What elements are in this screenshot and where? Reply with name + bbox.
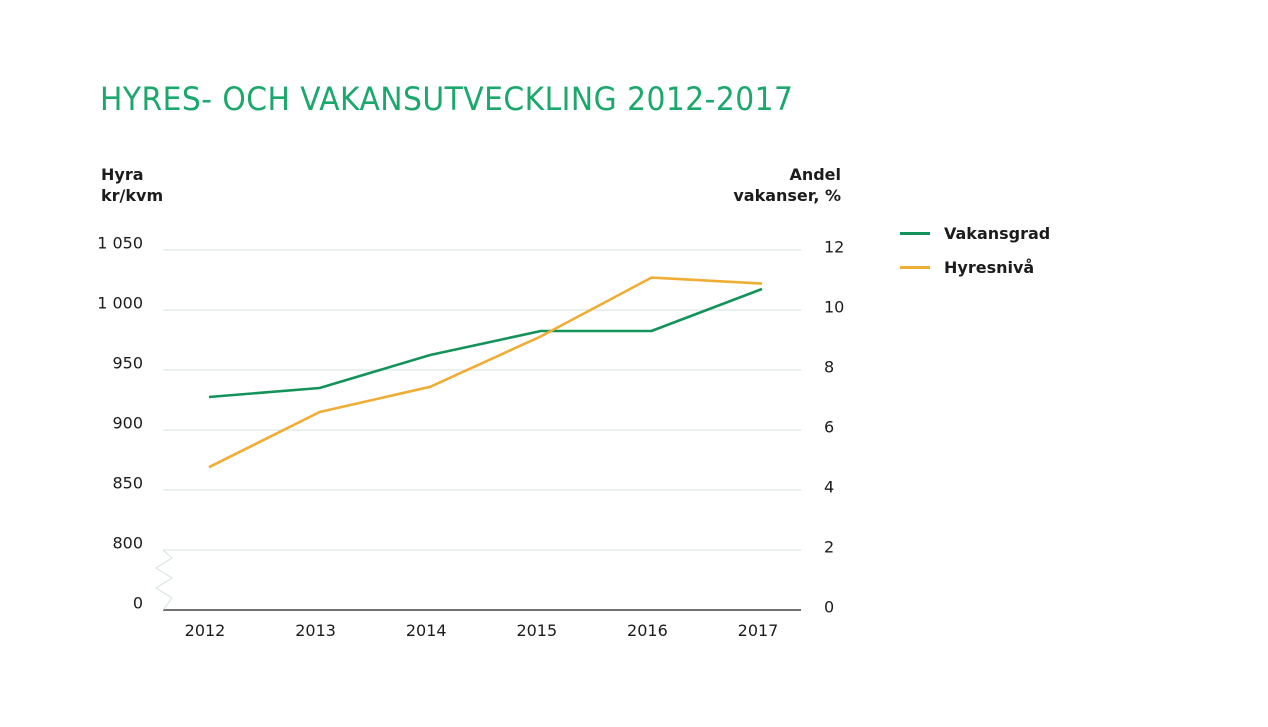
axis-break-icon	[155, 549, 173, 611]
right-axis-tick-label: 0	[824, 598, 834, 617]
x-axis-tick-label: 2015	[516, 621, 557, 640]
x-axis-tick-label: 2017	[738, 621, 779, 640]
left-axis-title-line-1: Hyra	[101, 165, 144, 184]
right-axis-tick-label: 6	[824, 418, 834, 437]
left-axis-tick-label: 1 050	[97, 234, 143, 253]
left-axis-title-line-2: kr/kvm	[101, 186, 164, 205]
legend: Vakansgrad Hyresnivå	[900, 216, 1050, 284]
legend-swatch-vakansgrad	[900, 231, 930, 235]
x-axis-tick-label: 2014	[406, 621, 447, 640]
right-axis-title-line-2: vakanser, %	[733, 186, 841, 205]
left-axis-tick-label: 850	[112, 474, 143, 493]
right-axis-tick-label: 2	[824, 538, 834, 557]
series-line-hyresniva	[208, 276, 763, 469]
right-axis-tick-label: 12	[824, 238, 844, 257]
legend-swatch-hyresniva	[900, 265, 930, 269]
chart-title: HYRES- OCH VAKANSUTVECKLING 2012-2017	[100, 80, 794, 118]
legend-label-hyresniva: Hyresnivå	[944, 257, 1035, 277]
legend-item-vakansgrad: Vakansgrad	[900, 216, 1050, 250]
right-axis-tick-label: 4	[824, 478, 834, 497]
left-axis-tick-label: 1 000	[97, 294, 143, 313]
legend-item-hyresniva: Hyresnivå	[900, 250, 1050, 284]
left-axis-tick-label: 950	[112, 354, 143, 373]
x-axis-tick-label: 2013	[295, 621, 336, 640]
left-axis-title: Hyra kr/kvm	[101, 164, 163, 206]
right-axis-title: Andel vakanser, %	[733, 164, 841, 206]
series-line-vakansgrad	[208, 287, 763, 399]
right-axis-title-line-1: Andel	[789, 165, 841, 184]
left-axis-tick-label: 800	[112, 534, 143, 553]
left-axis-tick-label: 0	[133, 594, 143, 613]
right-axis-tick-label: 8	[824, 358, 834, 377]
legend-label-vakansgrad: Vakansgrad	[944, 223, 1051, 243]
right-axis-tick-label: 10	[824, 298, 844, 317]
x-axis-tick-label: 2012	[185, 621, 226, 640]
x-axis-tick-label: 2016	[627, 621, 668, 640]
left-axis-tick-label: 900	[112, 414, 143, 433]
